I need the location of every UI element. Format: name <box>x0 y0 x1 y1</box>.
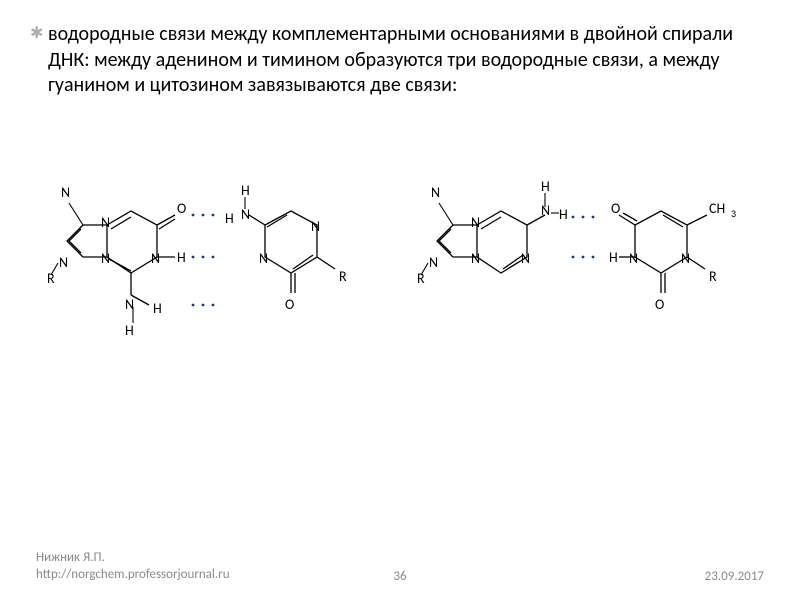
atom-r: R <box>339 268 347 285</box>
footer-author-block: Нижник Я.П. http://norgchem.professorjou… <box>36 550 230 584</box>
at-structure: N N N N R N N H H O H N O N R CH 3 <box>415 159 755 359</box>
atom-r: R <box>709 268 717 285</box>
atom-h: H <box>225 210 234 227</box>
atom-n: N <box>311 218 320 235</box>
atom-o: O <box>611 200 620 217</box>
atom-h: H <box>559 206 568 223</box>
atom-h: H <box>177 249 186 266</box>
footer-date: 23.09.2017 <box>705 569 764 584</box>
gc-structure: N N N N R O N H N H H H N H N N R O <box>45 159 385 359</box>
atom-h: H <box>241 182 250 199</box>
diagram-row: N N N N R O N H N H H H N H N N R O <box>0 99 800 359</box>
atom-n: N <box>101 214 110 231</box>
atom-n: N <box>471 250 480 267</box>
atom-h: H <box>125 322 134 339</box>
atom-n: N <box>59 254 68 271</box>
atom-n: N <box>101 250 110 267</box>
atom-h: H <box>609 249 618 266</box>
slide-body: ✱ водородные связи между комплементарным… <box>0 0 800 99</box>
atom-h: H <box>541 178 550 195</box>
atom-n: N <box>521 250 530 267</box>
slide-footer: Нижник Я.П. http://norgchem.professorjou… <box>0 550 800 584</box>
footer-author: Нижник Я.П. <box>36 550 230 567</box>
atom-n: N <box>151 250 160 267</box>
atom-o: O <box>655 296 664 313</box>
footer-page: 36 <box>393 569 406 584</box>
body-text: водородные связи между комплементарными … <box>48 22 733 97</box>
atom-n: N <box>431 184 440 201</box>
bullet-icon: ✱ <box>30 24 43 44</box>
atom-r: R <box>47 270 55 287</box>
atom-o: O <box>177 200 186 217</box>
atom-n: N <box>259 250 268 267</box>
atom-n: N <box>681 250 690 267</box>
atom-n: N <box>429 254 438 271</box>
atom-ch3: CH <box>709 200 725 217</box>
atom-n: N <box>629 250 638 267</box>
atom-n: N <box>61 184 70 201</box>
footer-url: http://norgchem.professorjournal.ru <box>36 567 230 584</box>
atom-o: O <box>285 296 294 313</box>
atom-r: R <box>417 270 425 287</box>
atom-ch3-sub: 3 <box>731 207 736 220</box>
atom-n: N <box>471 214 480 231</box>
atom-h: H <box>153 300 162 317</box>
